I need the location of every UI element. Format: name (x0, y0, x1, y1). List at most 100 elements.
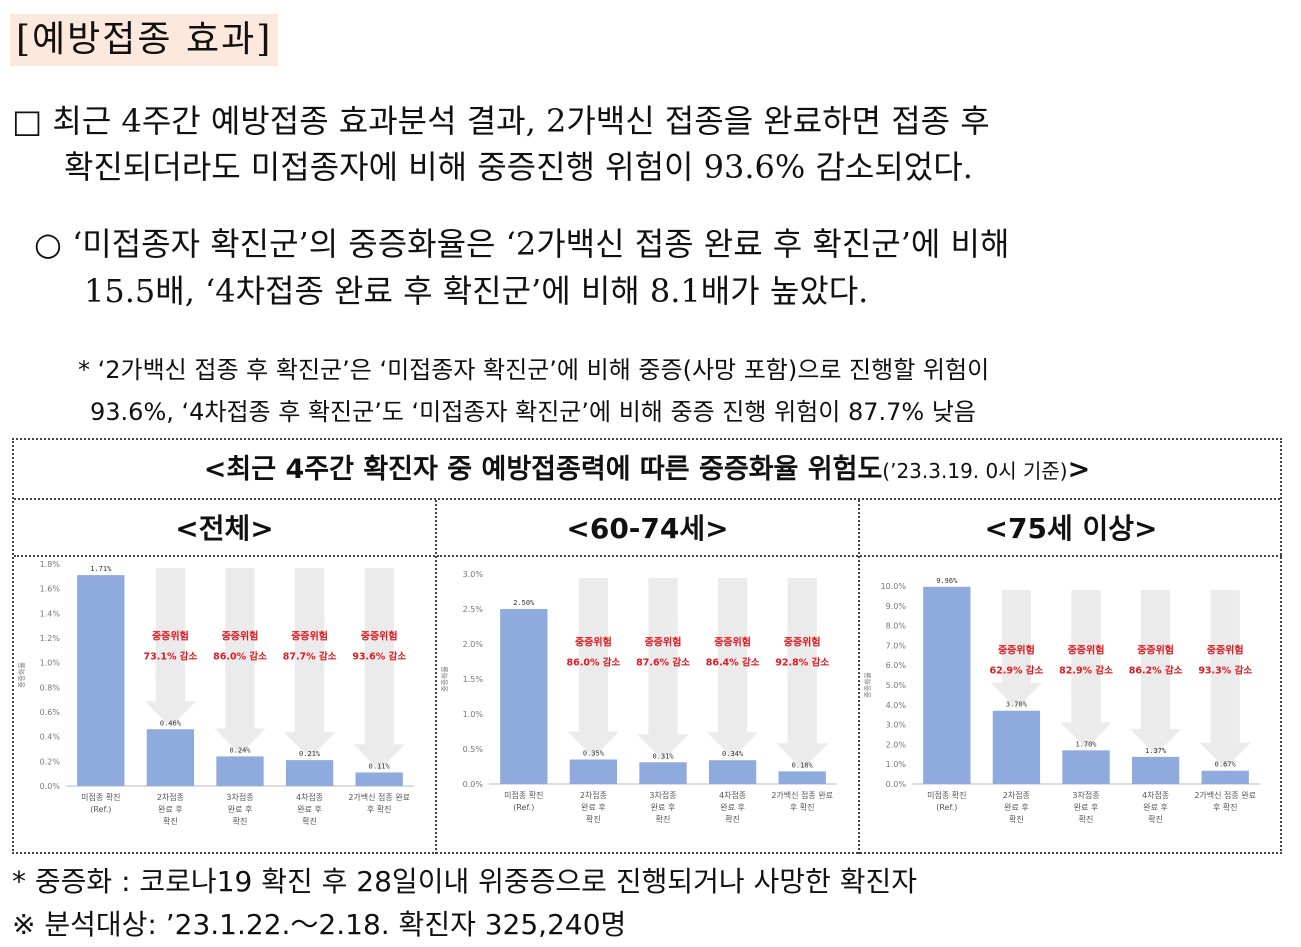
reduction-label: 73.1% 감소 (144, 650, 198, 662)
category-label: 후 확진 (1213, 802, 1238, 812)
category-label: 확진 (233, 816, 248, 826)
reduction-arrow (990, 590, 1043, 709)
category-label: 미접종 확진 (504, 790, 543, 800)
reduction-label: 62.9% 감소 (990, 664, 1044, 676)
reduction-label: 87.6% 감소 (636, 656, 690, 668)
category-label: 3차접종 (1072, 790, 1099, 800)
risk-label: 중증위험 (152, 629, 189, 642)
value-label: 1.37% (1145, 747, 1167, 755)
y-tick-label: 10.0% (881, 582, 907, 591)
reduction-label: 86.0% 감소 (213, 650, 267, 662)
category-label: 확진 (302, 816, 317, 826)
sub-paragraph-line1: ○ ‘미접종자 확진군’의 중증화율은 ‘2가백신 접종 완료 후 확진군’에 … (34, 225, 1010, 263)
y-tick-label: 3.0% (886, 721, 907, 730)
y-tick-label: 3.0% (463, 570, 484, 579)
category-label: 확진 (725, 814, 740, 824)
bar (923, 586, 971, 784)
note-line2: 93.6%, ‘4차접종 후 확진군’도 ‘미접종자 확진군’에 비해 중증 진… (90, 398, 976, 426)
figure-frame: <최근 4주간 확진자 중 예방접종력에 따른 중증화율 위험도(’23.3.1… (12, 438, 1282, 854)
y-tick-label: 2.0% (463, 640, 484, 649)
category-label: (Ref.) (90, 805, 111, 814)
bar (500, 609, 548, 784)
figure-title: <최근 4주간 확진자 중 예방접종력에 따른 중증화율 위험도(’23.3.1… (14, 440, 1280, 500)
risk-label: 중증위험 (645, 635, 682, 648)
category-label: 3차접종 (226, 792, 253, 802)
y-tick-label: 0.0% (40, 782, 61, 791)
reduction-label: 93.3% 감소 (1198, 664, 1252, 676)
bar (216, 756, 264, 786)
risk-label: 중증위험 (1068, 643, 1105, 656)
category-label: 2차접종 (1003, 790, 1030, 800)
figure-title-main: <최근 4주간 확진자 중 예방접종력에 따른 중증화율 위험도 (203, 454, 883, 485)
y-axis-label: 중증화율 (18, 662, 26, 688)
y-tick-label: 1.2% (40, 634, 61, 643)
bar (146, 729, 195, 786)
chart-heading-75-plus: <75세 이상> (860, 500, 1282, 557)
bar (1131, 756, 1180, 784)
chart-heading-60-74: <60-74세> (437, 500, 858, 557)
y-tick-label: 0.2% (40, 757, 61, 766)
footnote-target: ※ 분석대상: ’23.1.22.～2.18. 확진자 325,240명 (12, 908, 627, 941)
y-tick-label: 1.5% (463, 675, 484, 684)
bar (992, 710, 1041, 784)
y-tick-label: 1.4% (40, 609, 61, 618)
bar (77, 575, 125, 786)
bar (708, 760, 757, 784)
y-tick-label: 0.0% (886, 780, 907, 789)
category-label: 2차접종 (580, 790, 607, 800)
value-label: 0.11% (369, 762, 391, 770)
bar (1201, 770, 1249, 784)
category-label: 확진 (1009, 814, 1024, 824)
category-label: 확진 (586, 814, 601, 824)
y-axis-label: 중증화율 (441, 666, 449, 692)
risk-label: 중증위험 (222, 629, 259, 642)
category-label: 2가백신 접종 완료 (1194, 790, 1256, 800)
risk-label: 중증위험 (291, 629, 328, 642)
footnote-definition: * 중증화 : 코로나19 확진 후 28일이내 위중증으로 진행되거나 사망한… (12, 865, 917, 898)
chart-total: 0.0% 0.2% 0.4% 0.6% 0.8% 1.0% 1.2% 1.4% 1.6% 1.8%… (18, 560, 414, 826)
reduction-arrow (144, 568, 197, 728)
reduction-label: 92.8% 감소 (775, 656, 829, 668)
bar (778, 771, 826, 784)
y-tick-label: 1.0% (40, 659, 61, 668)
category-label: 완료 후 (1074, 803, 1099, 812)
value-label: 0.21% (299, 750, 321, 758)
value-label: 0.34% (722, 750, 744, 758)
category-label: 완료 후 (1143, 803, 1168, 812)
category-label: 2가백신 접종 완료 (348, 792, 410, 802)
category-label: 완료 후 (297, 805, 322, 814)
category-label: 4차접종 (719, 790, 746, 800)
reduction-label: 93.6% 감소 (352, 650, 406, 662)
bar (285, 760, 334, 786)
reduction-arrow (1199, 590, 1251, 769)
risk-label: 중증위험 (361, 629, 398, 642)
y-axis-label: 중증화율 (864, 672, 872, 698)
reduction-arrow (283, 568, 336, 759)
y-tick-label: 9.0% (886, 602, 907, 611)
value-label: 3.70% (1006, 701, 1028, 709)
section-heading: [예방접종 효과] (10, 14, 279, 66)
y-tick-label: 6.0% (886, 661, 907, 670)
category-label: (Ref.) (936, 803, 957, 812)
chart-75-plus: 0.0% 1.0% 2.0% 3.0% 4.0% 5.0% 6.0% 7.0% 8.0% 9.0%… (864, 577, 1260, 824)
figure-title-date: (’23.3.19. 0시 기준) (882, 459, 1068, 483)
risk-label: 중증위험 (714, 635, 751, 648)
category-label: 확진 (656, 814, 671, 824)
value-label: 0.46% (160, 719, 182, 727)
chart-heading-total: <전체> (14, 500, 435, 557)
summary-paragraph-line2: 확진되더라도 미접종자에 비해 중증진행 위험이 93.6% 감소되었다. (64, 148, 973, 186)
risk-label: 중증위험 (998, 643, 1035, 656)
value-label: 0.31% (652, 752, 674, 760)
category-label: 완료 후 (158, 805, 183, 814)
note-line1: * ‘2가백신 접종 후 확진군’은 ‘미접종자 확진군’에 비해 중증(사망 … (78, 356, 990, 384)
reduction-arrow (567, 578, 620, 758)
category-label: 완료 후 (1004, 803, 1029, 812)
reduction-arrow (353, 568, 405, 771)
category-label: 4차접종 (296, 792, 323, 802)
risk-label: 중증위험 (784, 635, 821, 648)
y-tick-label: 0.6% (40, 708, 61, 717)
category-label: 완료 후 (720, 803, 745, 812)
chart-panel-60-74: <60-74세> 0.0% 0.5% 1.0% 1.5% 2.0% 2.5% 3.0% 중증화… (437, 500, 860, 854)
chart-60-74: 0.0% 0.5% 1.0% 1.5% 2.0% 2.5% 3.0% 중증화율 2.50% 미접종… (441, 570, 837, 824)
value-label: 0.18% (792, 761, 814, 769)
